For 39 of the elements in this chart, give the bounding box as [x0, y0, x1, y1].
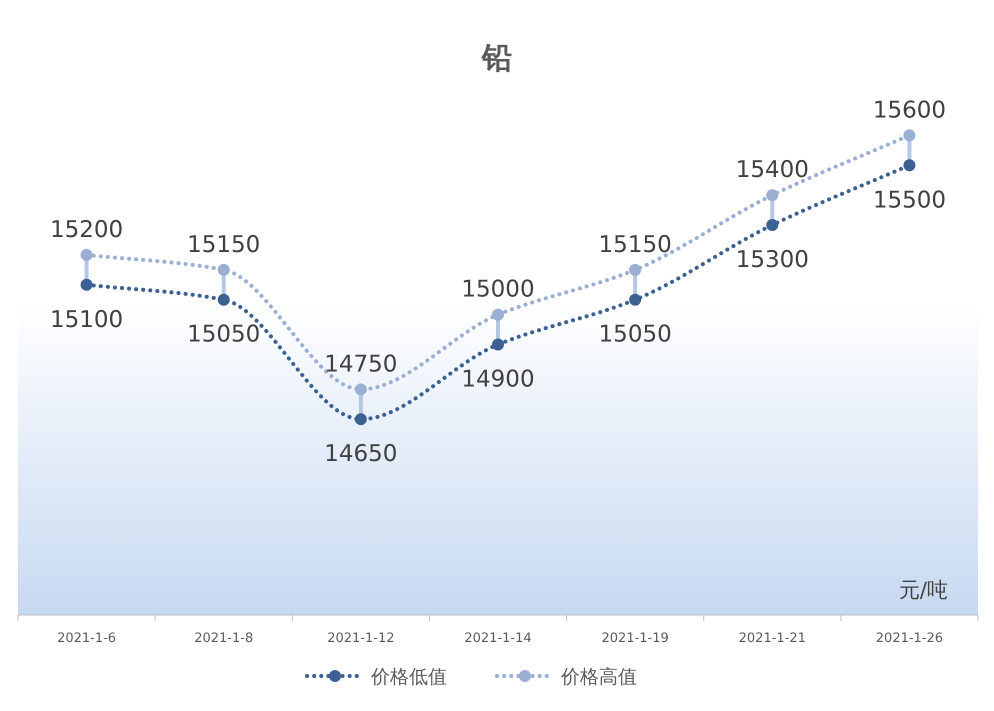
- data-label: 15050: [187, 322, 260, 348]
- point: [218, 264, 230, 276]
- point: [354, 383, 367, 396]
- x-tick-label: 2021-1-21: [738, 631, 806, 646]
- legend-label: 价格低值: [370, 666, 447, 688]
- point: [903, 129, 916, 142]
- x-tick-label: 2021-1-26: [876, 631, 944, 646]
- data-label: 15050: [598, 322, 672, 348]
- data-label: 15500: [872, 187, 946, 214]
- x-tick-label: 2021-1-8: [194, 631, 254, 646]
- data-label: 15100: [50, 306, 124, 333]
- legend-label: 价格高值: [560, 666, 637, 688]
- chart-title: 铅: [480, 41, 512, 76]
- point: [354, 413, 367, 426]
- point: [492, 308, 504, 321]
- point: [218, 294, 230, 306]
- data-label: 14900: [461, 366, 535, 393]
- point: [80, 248, 93, 261]
- text: 元/吨: [898, 578, 948, 602]
- data-label: 15150: [187, 232, 260, 258]
- point: [766, 219, 778, 232]
- data-label: 14750: [324, 351, 398, 378]
- point: [80, 278, 93, 291]
- x-tick-label: 2021-1-12: [327, 631, 394, 646]
- data-label: 15200: [50, 216, 124, 243]
- x-tick-label: 2021-1-19: [602, 631, 669, 646]
- data-label: 15600: [872, 97, 946, 124]
- point: [903, 159, 916, 172]
- point: [766, 189, 778, 202]
- x-tick-label: 2021-1-14: [464, 631, 532, 646]
- data-label: 15000: [461, 276, 535, 303]
- point: [492, 338, 504, 351]
- point: [629, 264, 642, 276]
- data-label: 15400: [736, 157, 809, 184]
- x-tick-label: 2021-1-6: [57, 631, 116, 646]
- data-label: 15150: [598, 232, 672, 258]
- data-label: 15300: [736, 247, 809, 274]
- point: [629, 294, 642, 306]
- data-label: 14650: [324, 441, 398, 468]
